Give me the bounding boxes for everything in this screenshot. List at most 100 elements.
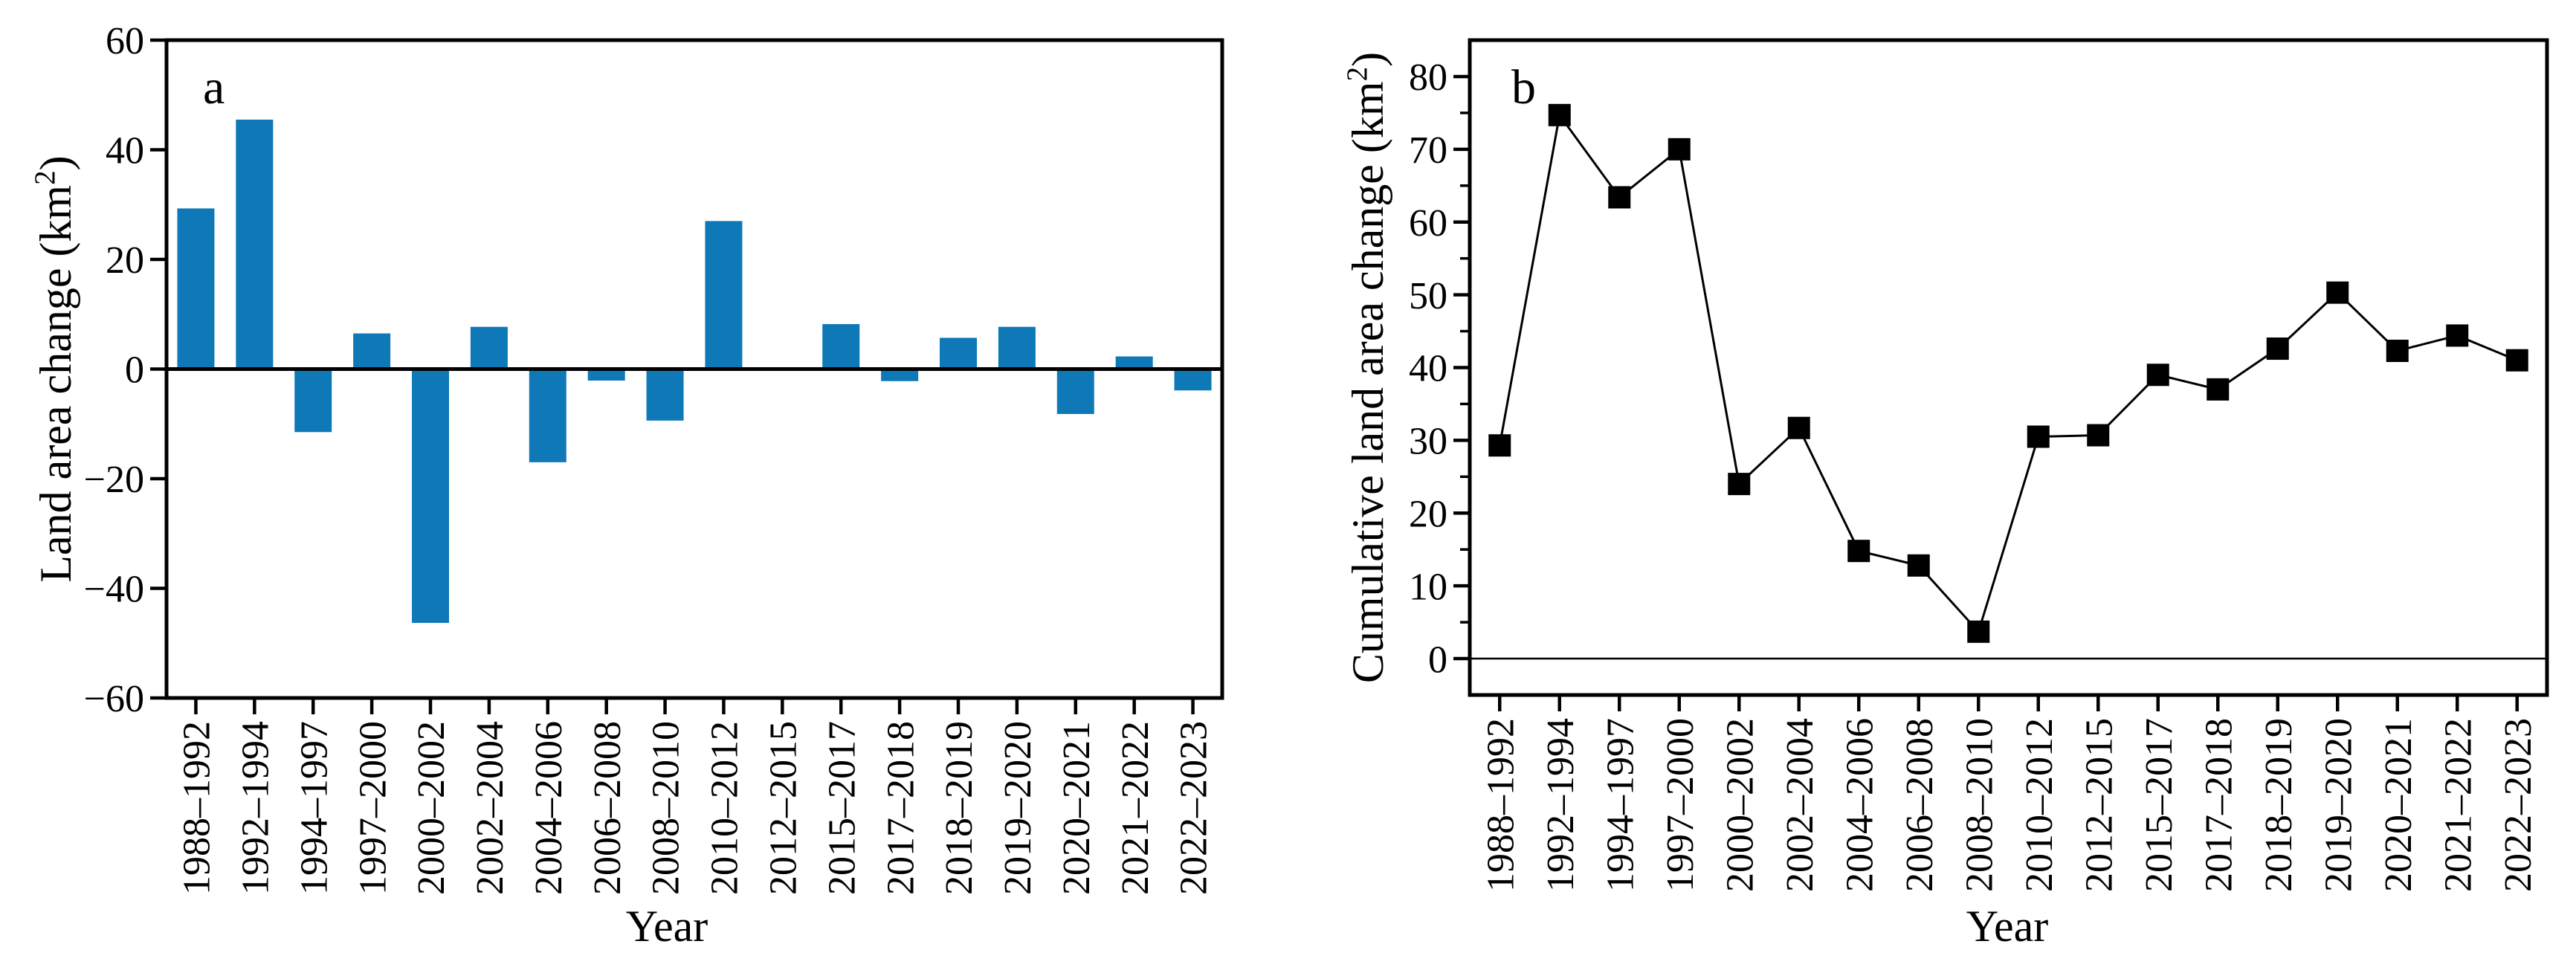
x-axis-title: Year	[1966, 902, 2049, 951]
bar	[1174, 369, 1212, 391]
bar	[940, 337, 977, 369]
x-tick-label: 2012–2015	[2078, 718, 2120, 892]
y-tick-label: 20	[1409, 493, 1447, 535]
bar	[353, 333, 391, 369]
x-tick-label: 2015–2017	[821, 721, 863, 895]
data-point-marker	[2266, 337, 2289, 361]
bar	[705, 221, 743, 369]
bar	[470, 326, 508, 369]
bar	[646, 369, 684, 421]
x-tick-label: 1994–1997	[293, 721, 335, 895]
data-point-marker	[2505, 349, 2528, 372]
data-point-marker	[2087, 424, 2110, 447]
bar	[412, 369, 449, 623]
y-tick-label: −40	[84, 569, 144, 611]
data-point-marker	[2386, 339, 2409, 362]
y-tick-label: 60	[1409, 202, 1447, 245]
x-tick-label: 2019–2020	[2317, 718, 2360, 892]
bar	[236, 119, 274, 369]
y-axis-title: Land area change (km2)	[29, 155, 80, 582]
x-tick-label: 2019–2020	[997, 721, 1039, 895]
y-tick-label: 0	[1428, 639, 1447, 681]
chart-b: 80 70 60 50 40 30 20 10 0 1988–1992 1992–1994 1994–…	[1341, 38, 2549, 951]
x-tick-label: 2000–2002	[1719, 718, 1761, 892]
bar	[998, 326, 1036, 369]
x-tick-label: 1988–1992	[176, 721, 219, 895]
data-point-marker	[2207, 378, 2230, 401]
data-point-marker	[1668, 138, 1691, 161]
x-tick-label: 2002–2004	[469, 721, 511, 895]
x-tick-label: 2002–2004	[1779, 718, 1821, 892]
data-point-marker	[1548, 103, 1571, 126]
data-point-marker	[1907, 554, 1930, 577]
y-axis-title: Cumulative land area change (km2)	[1341, 52, 1392, 683]
x-tick-label: 1994–1997	[1599, 718, 1642, 892]
y-tick-label: 80	[1409, 56, 1447, 99]
panel-label-b: b	[1511, 60, 1536, 114]
y-tick-label: 60	[106, 20, 144, 62]
bar	[294, 369, 332, 433]
x-tick-label: 2010–2012	[2018, 718, 2061, 892]
panel-label-a: a	[203, 60, 225, 114]
data-point-marker	[2446, 324, 2469, 347]
x-tick-label: 2021–2022	[2437, 718, 2479, 892]
x-tick-label: 2004–2006	[1839, 718, 1881, 892]
data-point-marker	[1787, 416, 1810, 439]
x-tick-label: 2017–2018	[879, 721, 922, 895]
x-tick-label: 2008–2010	[1958, 718, 2001, 892]
x-tick-label: 1992–1994	[235, 721, 277, 895]
bar	[529, 369, 566, 462]
x-tick-label: 2006–2008	[1899, 718, 1941, 892]
x-tick-label: 2000–2002	[410, 721, 453, 895]
data-point-marker	[1847, 540, 1870, 563]
data-point-marker	[1608, 186, 1631, 209]
data-point-marker	[1728, 473, 1751, 496]
x-tick-label: 2020–2021	[1056, 721, 1098, 895]
x-tick-label: 2015–2017	[2138, 718, 2180, 892]
bar	[822, 324, 860, 369]
bars	[177, 119, 1212, 623]
x-tick-label: 2006–2008	[587, 721, 629, 895]
x-tick-label: 2008–2010	[645, 721, 688, 895]
data-point-marker	[1967, 620, 1990, 643]
x-tick-label: 2018–2019	[2258, 718, 2300, 892]
data-point-marker	[1488, 434, 1511, 457]
x-tick-label: 2018–2019	[938, 721, 981, 895]
bar	[177, 208, 215, 369]
y-tick-label: 40	[1409, 348, 1447, 390]
x-axis: 1988–1992 1992–1994 1994–1997 1997–2000 2000…	[176, 698, 1216, 895]
y-tick-label: 30	[1409, 421, 1447, 463]
chart-a: 60 40 20 0 −20 −40 −60 1988–1992 1992–1994 1994–1…	[29, 20, 1224, 951]
bar	[881, 369, 919, 381]
x-tick-label: 2010–2012	[704, 721, 746, 895]
y-tick-label: 0	[125, 349, 144, 392]
y-tick-label: 10	[1409, 566, 1447, 608]
bar	[1056, 369, 1094, 414]
y-axis: 60 40 20 0 −20 −40 −60	[84, 20, 167, 720]
x-tick-label: 2004–2006	[528, 721, 570, 895]
x-tick-label: 1988–1992	[1479, 718, 1522, 892]
y-axis: 80 70 60 50 40 30 20 10 0	[1409, 56, 1470, 681]
x-tick-label: 1997–2000	[1659, 718, 1702, 892]
x-tick-label: 2022–2023	[2497, 718, 2540, 892]
x-tick-label: 1997–2000	[352, 721, 394, 895]
series-line	[1498, 112, 2518, 634]
y-tick-label: 50	[1409, 275, 1447, 317]
y-tick-label: −60	[84, 678, 144, 720]
y-tick-label: 40	[106, 130, 144, 172]
data-point-marker	[2146, 363, 2169, 387]
data-point-marker	[2326, 281, 2349, 304]
bar	[587, 369, 625, 381]
x-axis: 1988–1992 1992–1994 1994–1997 1997–2000 2000…	[1479, 695, 2540, 892]
x-axis-title: Year	[626, 902, 708, 951]
x-tick-label: 2012–2015	[763, 721, 805, 895]
y-tick-label: 70	[1409, 129, 1447, 172]
y-tick-label: −20	[84, 459, 144, 501]
markers	[1488, 103, 2528, 643]
y-tick-label: 20	[106, 239, 144, 282]
x-tick-label: 2021–2022	[1114, 721, 1157, 895]
x-tick-label: 1992–1994	[1540, 718, 1582, 892]
x-tick-label: 2020–2021	[2378, 718, 2420, 892]
